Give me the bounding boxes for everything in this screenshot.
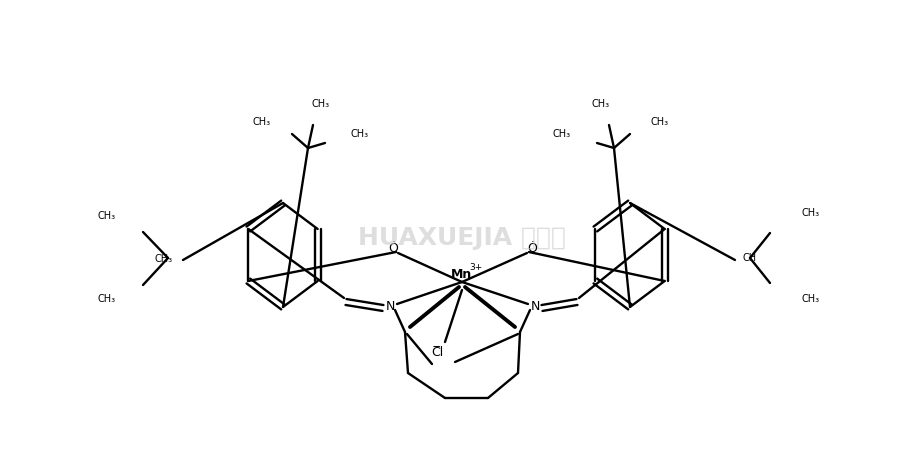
Text: CH₃: CH₃ [553,129,571,139]
Text: Mn: Mn [452,268,472,281]
Text: N: N [385,300,395,313]
Text: CH₃: CH₃ [802,294,821,304]
Text: Ȯ: Ȯ [527,241,537,254]
Text: HUAXUEJIA 化学加: HUAXUEJIA 化学加 [359,226,565,250]
Text: CH₃: CH₃ [98,294,116,304]
Text: CH₃: CH₃ [155,254,173,264]
Text: N: N [530,300,540,313]
Text: C̅l: C̅l [431,345,444,359]
Text: CH₃: CH₃ [802,208,821,218]
Text: CH₃: CH₃ [650,117,669,127]
Text: CH: CH [743,253,757,263]
Text: CH₃: CH₃ [312,99,330,109]
Text: Ȯ: Ȯ [388,241,398,254]
Text: CH₃: CH₃ [98,211,116,221]
Text: CH₃: CH₃ [351,129,369,139]
Text: 3+: 3+ [469,263,482,272]
Text: CH₃: CH₃ [592,99,610,109]
Text: CH₃: CH₃ [253,117,271,127]
